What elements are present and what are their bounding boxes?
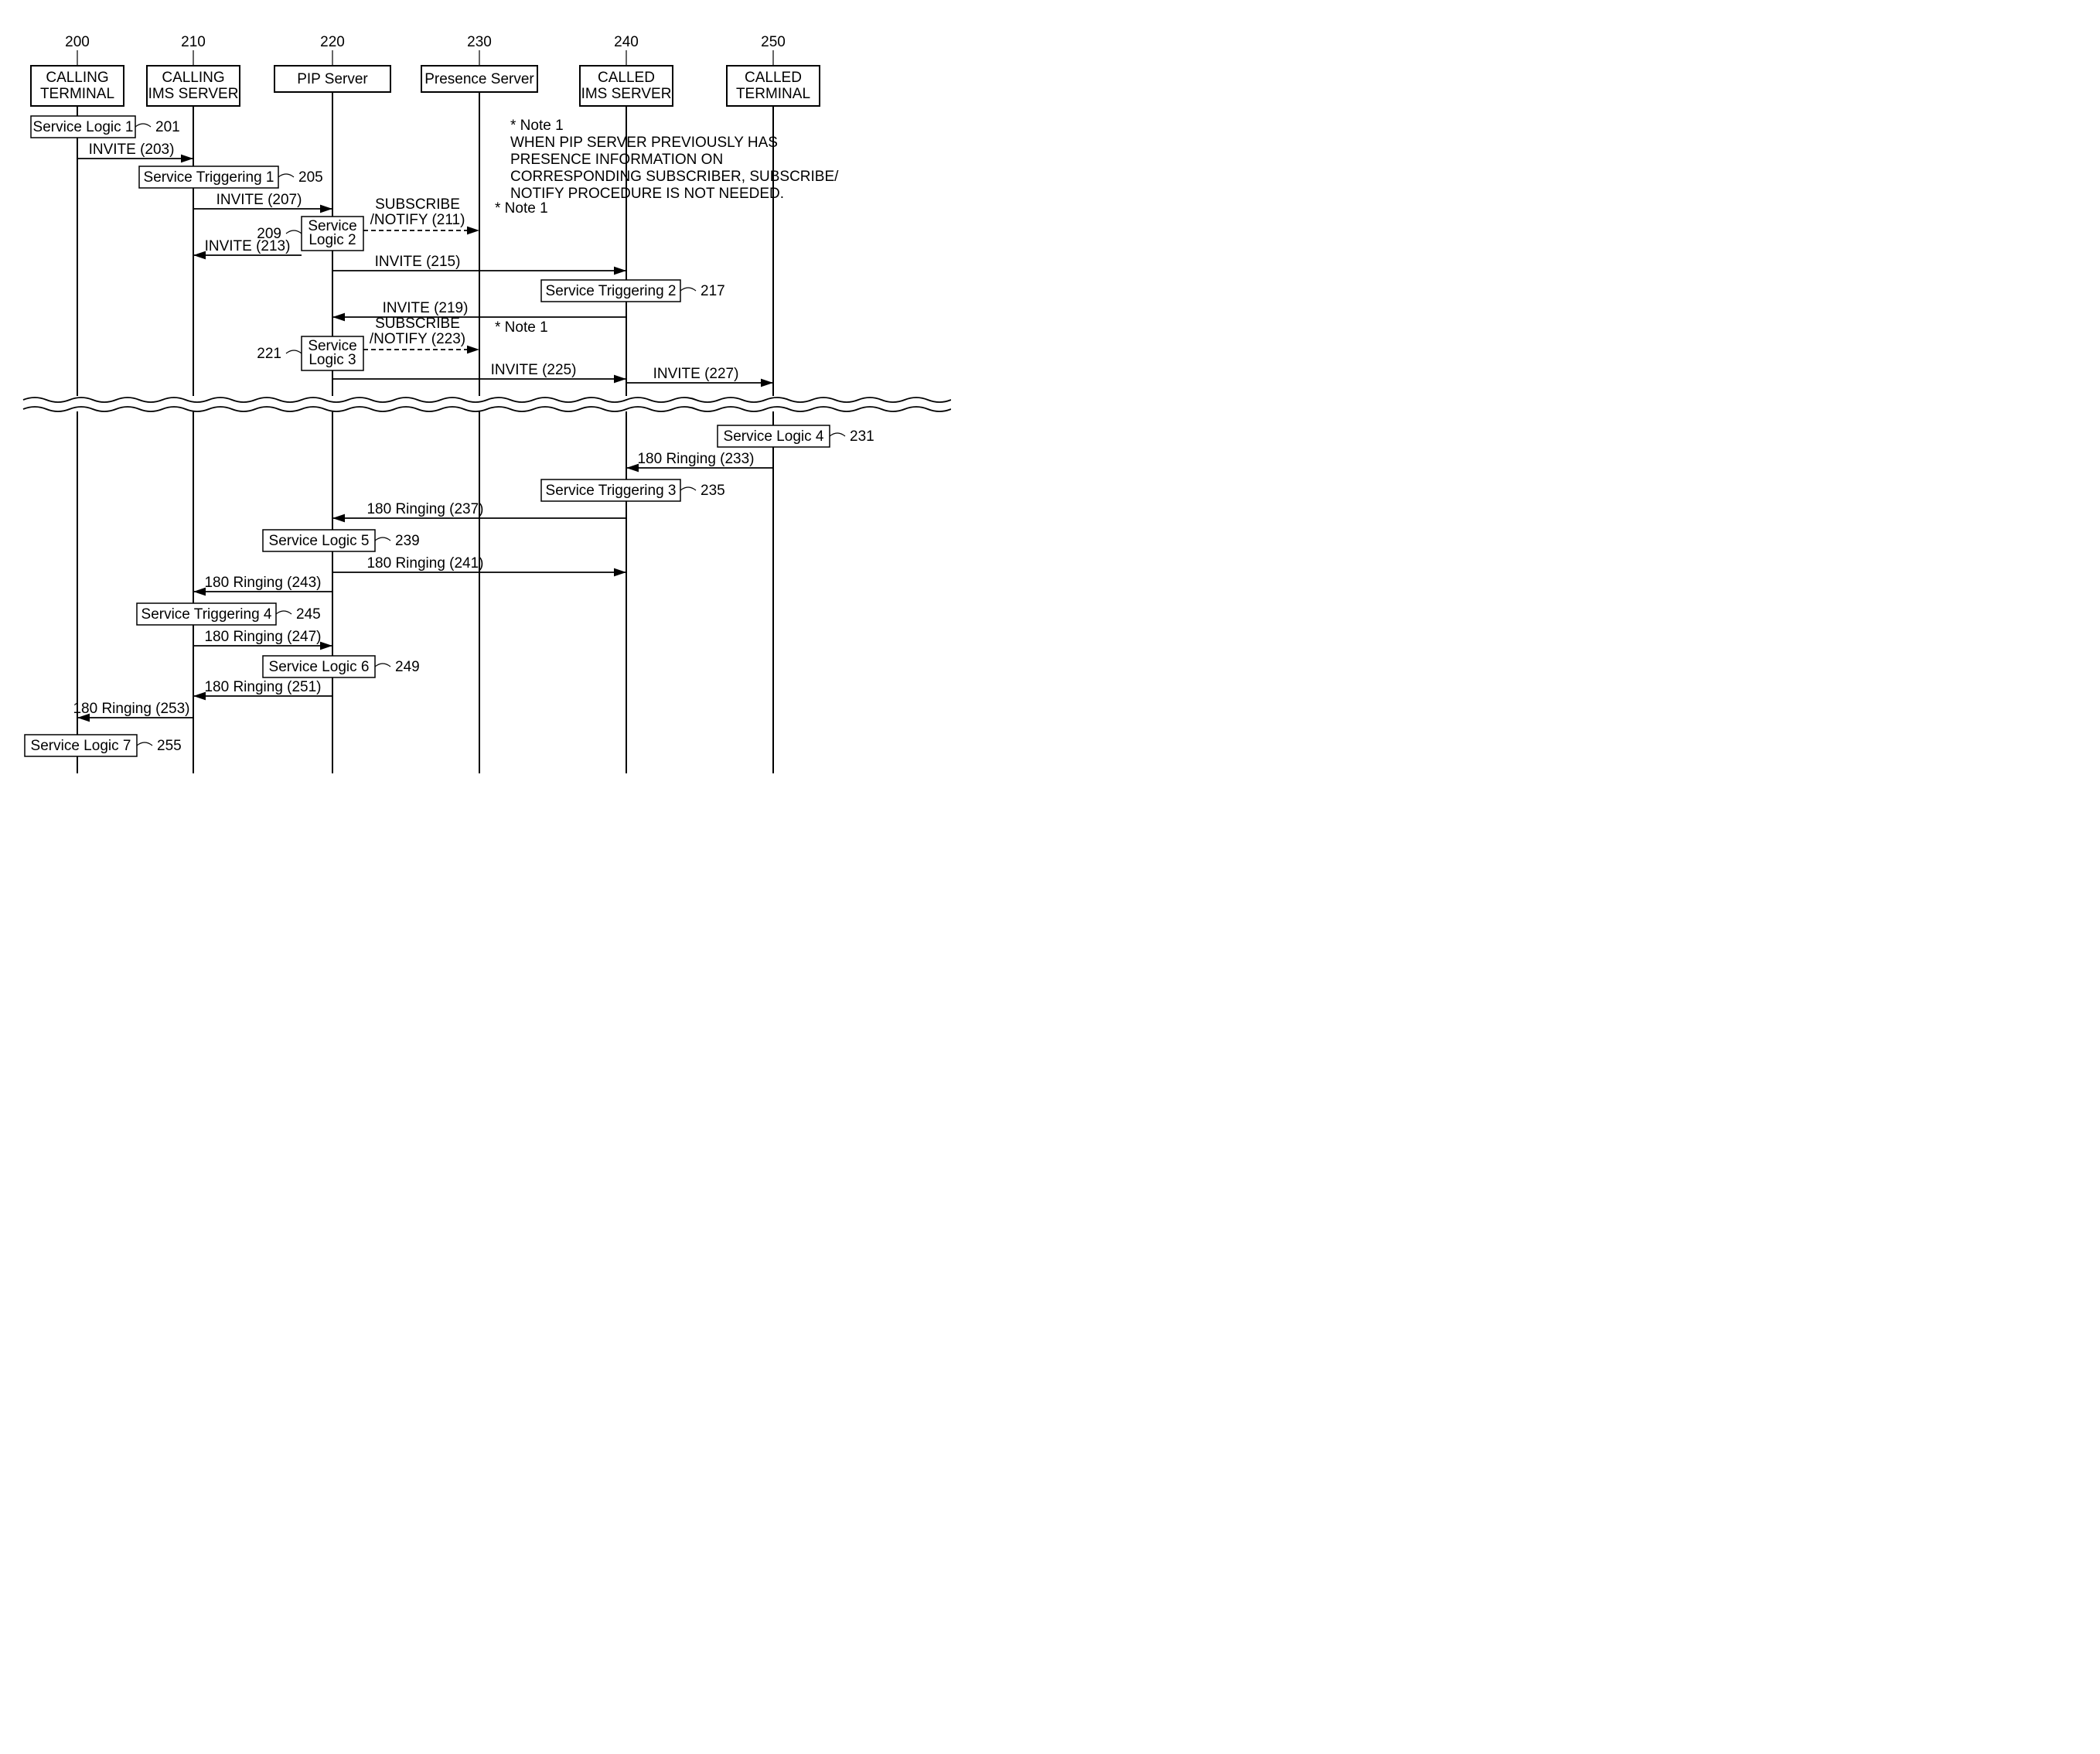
svg-text:INVITE (219): INVITE (219): [383, 300, 469, 316]
svg-text:Presence Server: Presence Server: [424, 71, 534, 87]
svg-text:Service Triggering 2: Service Triggering 2: [546, 283, 677, 299]
svg-text:Service Logic 1: Service Logic 1: [33, 119, 134, 135]
svg-text:Logic 2: Logic 2: [309, 232, 356, 248]
svg-text:180 Ringing (237): 180 Ringing (237): [366, 501, 483, 517]
svg-text:180 Ringing (241): 180 Ringing (241): [366, 555, 483, 572]
svg-text:221: 221: [257, 346, 281, 362]
sequence-diagram: 200CALLINGTERMINAL210CALLINGIMS SERVER22…: [15, 15, 951, 793]
svg-text:220: 220: [320, 34, 345, 50]
svg-text:230: 230: [467, 34, 492, 50]
svg-text:PIP Server: PIP Server: [297, 71, 368, 87]
svg-text:Service Triggering 3: Service Triggering 3: [546, 483, 677, 499]
svg-text:180 Ringing (247): 180 Ringing (247): [204, 629, 321, 645]
svg-text:INVITE (207): INVITE (207): [216, 192, 302, 208]
svg-text:205: 205: [298, 169, 323, 186]
svg-text:CORRESPONDING SUBSCRIBER, SUBS: CORRESPONDING SUBSCRIBER, SUBSCRIBE/: [510, 169, 839, 185]
svg-text:IMS SERVER: IMS SERVER: [148, 86, 239, 102]
svg-text:180 Ringing (251): 180 Ringing (251): [204, 679, 321, 695]
svg-text:CALLED: CALLED: [598, 70, 655, 86]
svg-text:CALLING: CALLING: [46, 70, 108, 86]
svg-text:INVITE (225): INVITE (225): [491, 362, 577, 378]
svg-text:CALLING: CALLING: [162, 70, 224, 86]
svg-text:Service Logic 7: Service Logic 7: [31, 738, 131, 754]
svg-text:NOTIFY PROCEDURE IS NOT NEEDED: NOTIFY PROCEDURE IS NOT NEEDED.: [510, 186, 784, 202]
svg-text:SUBSCRIBE: SUBSCRIBE: [375, 316, 460, 332]
svg-text:180 Ringing (253): 180 Ringing (253): [73, 701, 189, 717]
svg-text:TERMINAL: TERMINAL: [40, 86, 114, 102]
svg-text:TERMINAL: TERMINAL: [736, 86, 810, 102]
svg-text:* Note 1: * Note 1: [510, 118, 564, 134]
svg-text:250: 250: [761, 34, 786, 50]
svg-text:Logic 3: Logic 3: [309, 352, 356, 368]
svg-text:SUBSCRIBE: SUBSCRIBE: [375, 196, 460, 213]
svg-text:Service Logic 5: Service Logic 5: [269, 533, 370, 549]
svg-text:INVITE (215): INVITE (215): [375, 254, 461, 270]
svg-text:* Note 1: * Note 1: [495, 319, 548, 336]
svg-text:249: 249: [395, 659, 420, 675]
svg-text:245: 245: [296, 606, 321, 623]
svg-text:239: 239: [395, 533, 420, 549]
svg-text:180 Ringing (233): 180 Ringing (233): [637, 451, 754, 467]
svg-text:235: 235: [701, 483, 725, 499]
svg-text:PRESENCE INFORMATION ON: PRESENCE INFORMATION ON: [510, 152, 723, 168]
svg-text:200: 200: [65, 34, 90, 50]
svg-text:Service Triggering 4: Service Triggering 4: [141, 606, 272, 623]
svg-text:IMS SERVER: IMS SERVER: [581, 86, 672, 102]
svg-text:/NOTIFY (223): /NOTIFY (223): [370, 331, 465, 347]
svg-text:Service Triggering 1: Service Triggering 1: [144, 169, 274, 186]
svg-text:Service Logic 4: Service Logic 4: [724, 428, 824, 445]
svg-text:CALLED: CALLED: [745, 70, 802, 86]
svg-text:255: 255: [157, 738, 182, 754]
svg-text:209: 209: [257, 226, 281, 242]
svg-text:* Note 1: * Note 1: [495, 200, 548, 217]
svg-text:INVITE (203): INVITE (203): [89, 142, 175, 158]
svg-text:201: 201: [155, 119, 180, 135]
svg-text:/NOTIFY (211): /NOTIFY (211): [370, 212, 465, 228]
svg-text:180 Ringing (243): 180 Ringing (243): [204, 575, 321, 591]
svg-text:WHEN PIP SERVER PREVIOUSLY HAS: WHEN PIP SERVER PREVIOUSLY HAS: [510, 135, 778, 151]
svg-text:INVITE (227): INVITE (227): [653, 366, 739, 382]
svg-text:231: 231: [850, 428, 874, 445]
svg-text:240: 240: [614, 34, 639, 50]
svg-text:210: 210: [181, 34, 206, 50]
svg-text:217: 217: [701, 283, 725, 299]
svg-text:Service Logic 6: Service Logic 6: [269, 659, 370, 675]
